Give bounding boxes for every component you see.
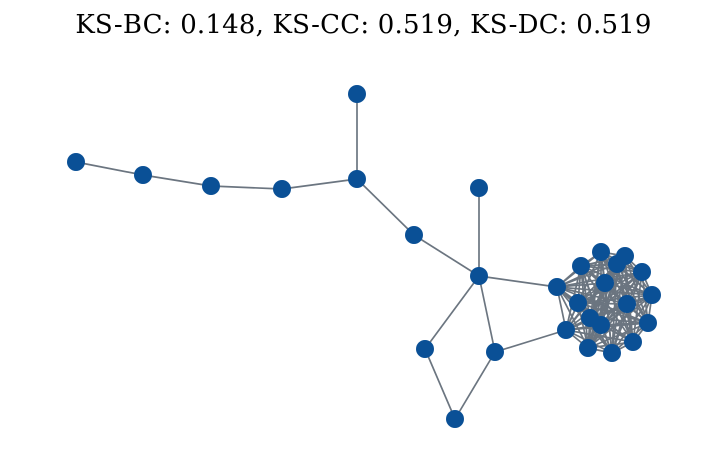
edge-layer — [75, 94, 653, 420]
node-k9 — [603, 344, 621, 362]
edge-k7-k11 — [577, 302, 649, 324]
node-k11 — [569, 294, 587, 312]
edge-hub-cyc1 — [424, 275, 480, 350]
node-hub_top — [348, 170, 366, 188]
node-k7 — [639, 314, 657, 332]
edge-a3-a4 — [210, 185, 283, 190]
node-a1 — [67, 153, 85, 171]
node-k16 — [581, 309, 599, 327]
node-a2 — [134, 166, 152, 184]
edge-a2-a3 — [142, 174, 212, 187]
edge-k3-k11 — [577, 251, 602, 304]
edge-hub_top-mid — [356, 178, 415, 236]
edge-cyc1-cyc2 — [424, 348, 456, 420]
node-a3 — [202, 177, 220, 195]
node-k1 — [557, 321, 575, 339]
edge-k14-k15 — [600, 263, 618, 326]
edge-mid-hub — [413, 234, 480, 277]
edge-k6-k10 — [587, 294, 653, 349]
edge-hub-c0 — [478, 275, 558, 288]
edge-a1-a2 — [75, 161, 144, 176]
node-layer — [67, 85, 661, 428]
node-k6 — [643, 286, 661, 304]
node-cyc2 — [446, 410, 464, 428]
node-k8 — [624, 333, 642, 351]
edge-k3-k8 — [600, 251, 634, 343]
node-cyc3 — [486, 343, 504, 361]
node-hub — [470, 267, 488, 285]
edge-a4-hub_top — [281, 178, 358, 190]
node-k5 — [633, 263, 651, 281]
figure-title: KS-BC: 0.148, KS-CC: 0.519, KS-DC: 0.519 — [75, 10, 652, 40]
node-k15 — [608, 255, 626, 273]
node-k2 — [572, 257, 590, 275]
node-top2 — [470, 179, 488, 197]
node-k10 — [579, 339, 597, 357]
node-k13 — [618, 295, 636, 313]
edge-k7-k15 — [616, 263, 649, 324]
node-k12 — [596, 274, 614, 292]
node-mid — [405, 226, 423, 244]
node-cyc1 — [416, 340, 434, 358]
edge-cyc2-cyc3 — [454, 351, 496, 420]
node-k3 — [592, 243, 610, 261]
edge-cyc3-k1 — [494, 329, 567, 353]
edge-hub-cyc3 — [478, 275, 496, 353]
node-top — [348, 85, 366, 103]
node-a4 — [273, 180, 291, 198]
node-c0 — [548, 278, 566, 296]
